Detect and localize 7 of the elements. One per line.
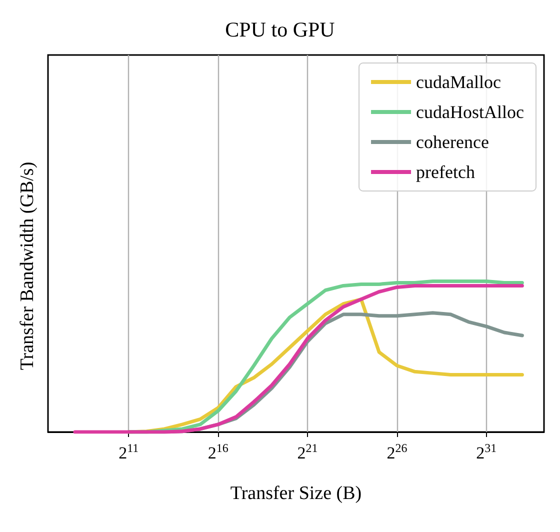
y-axis-title: Transfer Bandwidth (GB/s) [17,162,38,370]
chart-title: CPU to GPU [225,18,335,42]
legend-label: coherence [416,132,489,152]
legend-label: prefetch [416,162,475,182]
legend-label: cudaHostAlloc [416,102,524,122]
x-axis-title: Transfer Size (B) [230,483,362,504]
legend-label: cudaMalloc [416,72,501,92]
